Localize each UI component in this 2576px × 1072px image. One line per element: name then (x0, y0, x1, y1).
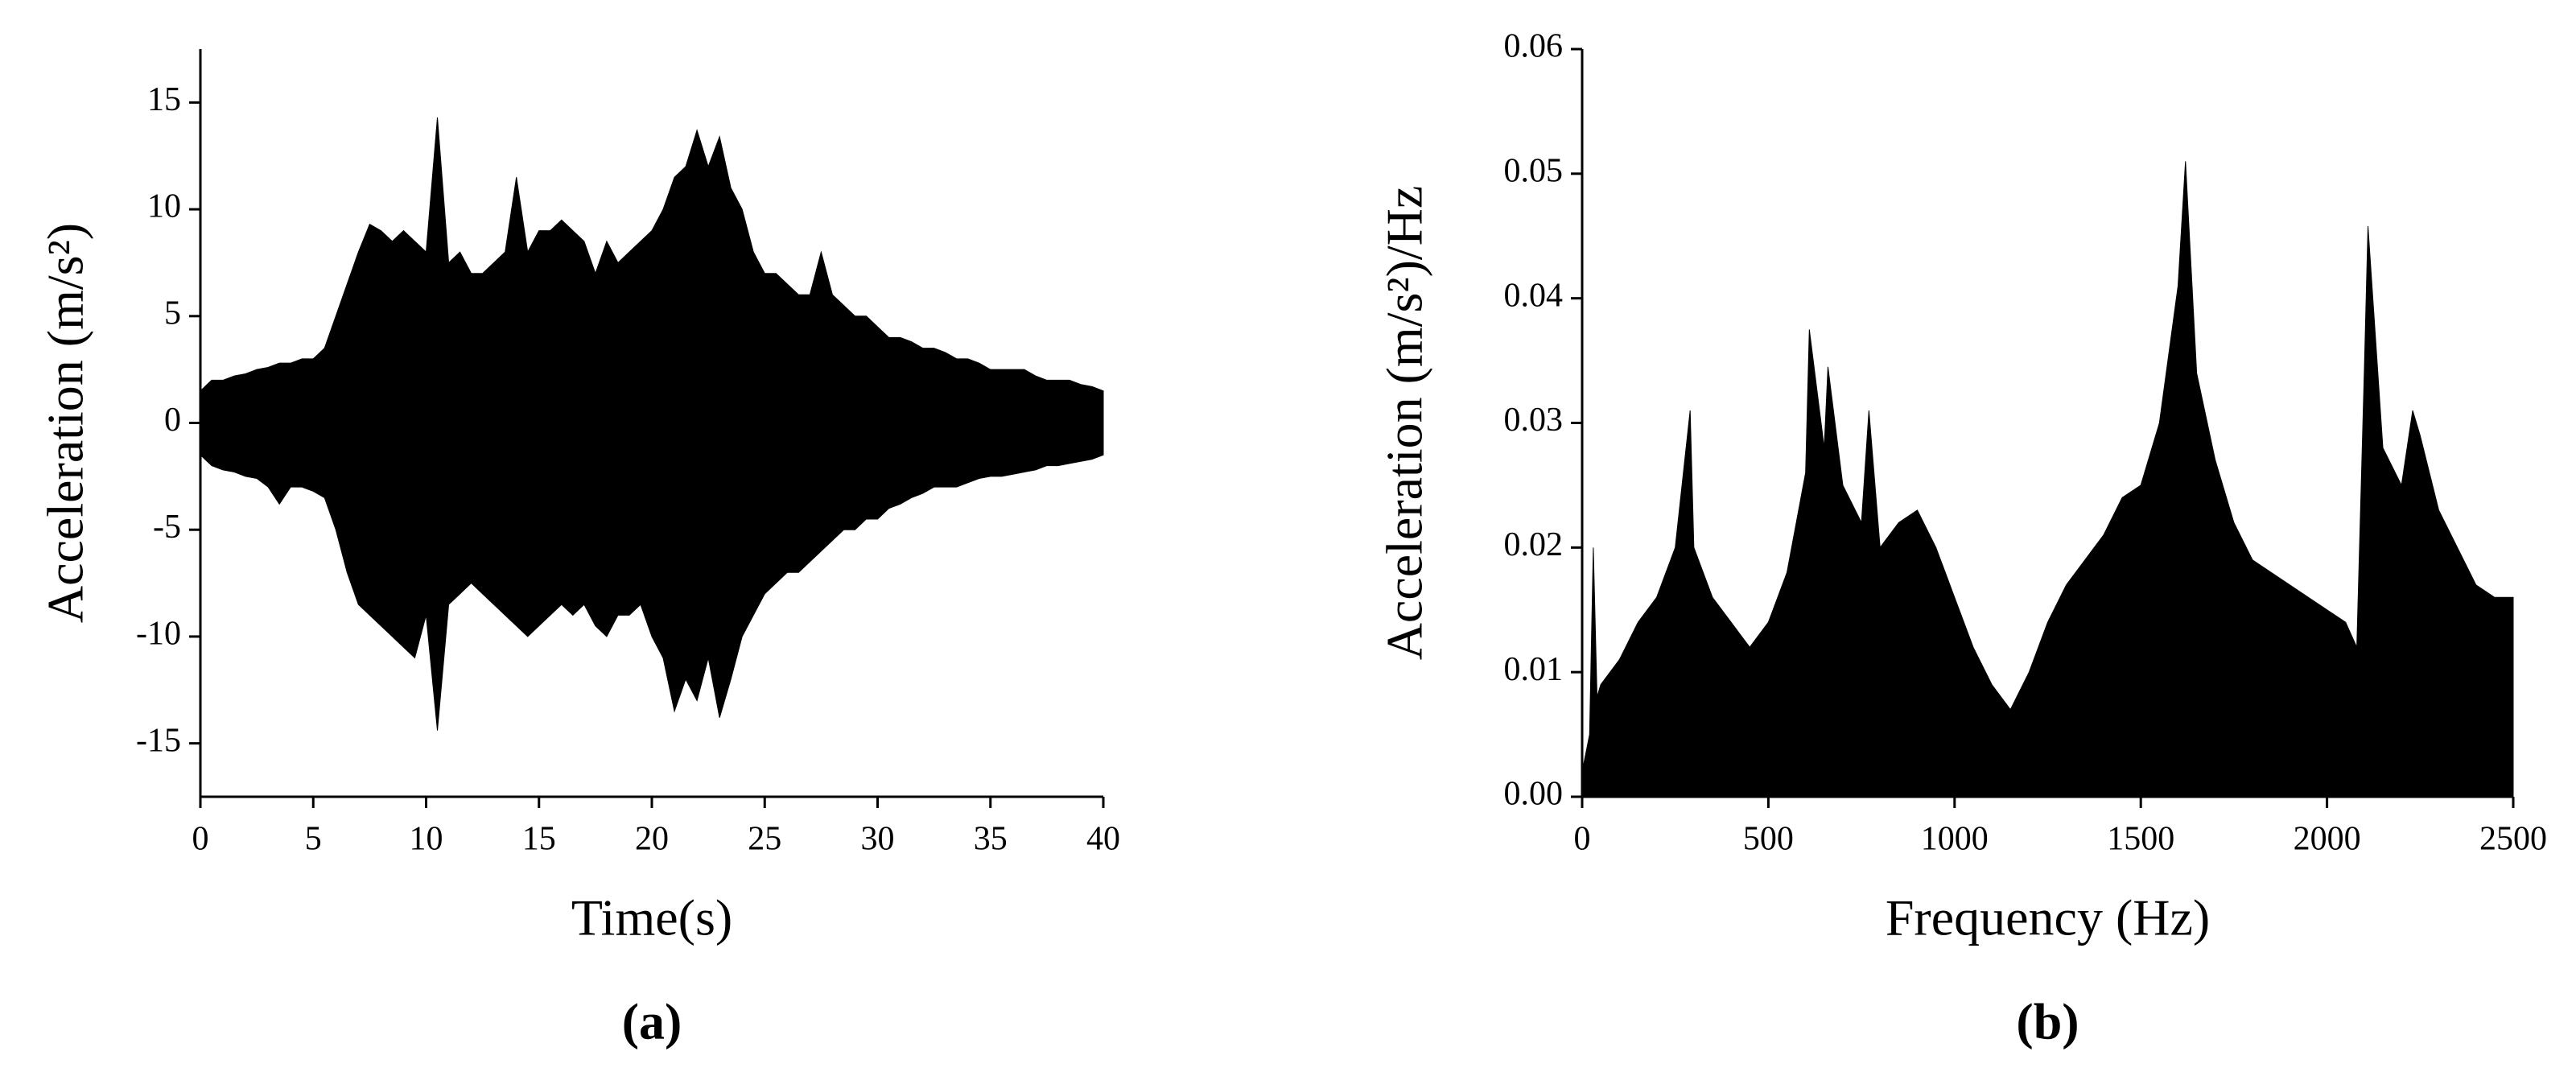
signal-area (200, 117, 1104, 423)
x-tick-label: 25 (748, 821, 781, 858)
y-tick-label: 10 (147, 188, 181, 225)
y-tick-label: 5 (164, 295, 181, 332)
y-tick-label: 15 (147, 81, 181, 118)
x-tick-label: 15 (522, 821, 556, 858)
x-tick-label: 5 (305, 821, 322, 858)
caption: (b) (2016, 993, 2079, 1050)
x-tick-label: 2500 (2479, 821, 2547, 858)
x-tick-label: 40 (1086, 821, 1120, 858)
y-axis-title: Acceleration (m/s²) (37, 223, 94, 623)
x-tick-label: 0 (192, 821, 209, 858)
x-tick-label: 0 (1574, 821, 1591, 858)
x-tick-label: 20 (635, 821, 669, 858)
y-tick-label: -15 (136, 722, 181, 759)
y-tick-label: 0.02 (1504, 526, 1564, 563)
x-tick-label: 1000 (1921, 821, 1989, 858)
signal-area (200, 423, 1104, 731)
x-axis-title: Frequency (Hz) (1886, 889, 2210, 946)
x-tick-label: 10 (410, 821, 443, 858)
y-tick-label: 0.00 (1504, 776, 1564, 813)
y-tick-label: 0.03 (1504, 402, 1564, 439)
y-tick-label: -10 (136, 616, 181, 653)
x-axis-title: Time(s) (571, 889, 732, 946)
signal-area (1581, 161, 2514, 798)
y-tick-label: 0.01 (1504, 651, 1564, 688)
y-tick-label: 0 (164, 402, 181, 439)
y-tick-label: 0.06 (1504, 28, 1564, 65)
x-tick-label: 2000 (2294, 821, 2361, 858)
y-axis-title: Acceleration (m/s²)/Hz (1376, 186, 1433, 661)
y-tick-label: 0.04 (1504, 277, 1564, 314)
x-tick-label: 30 (861, 821, 895, 858)
x-tick-label: 35 (974, 821, 1008, 858)
y-tick-label: 0.05 (1504, 152, 1564, 189)
x-tick-label: 500 (1743, 821, 1794, 858)
y-tick-label: -5 (153, 509, 181, 546)
x-tick-label: 1500 (2107, 821, 2174, 858)
caption: (a) (622, 993, 682, 1050)
